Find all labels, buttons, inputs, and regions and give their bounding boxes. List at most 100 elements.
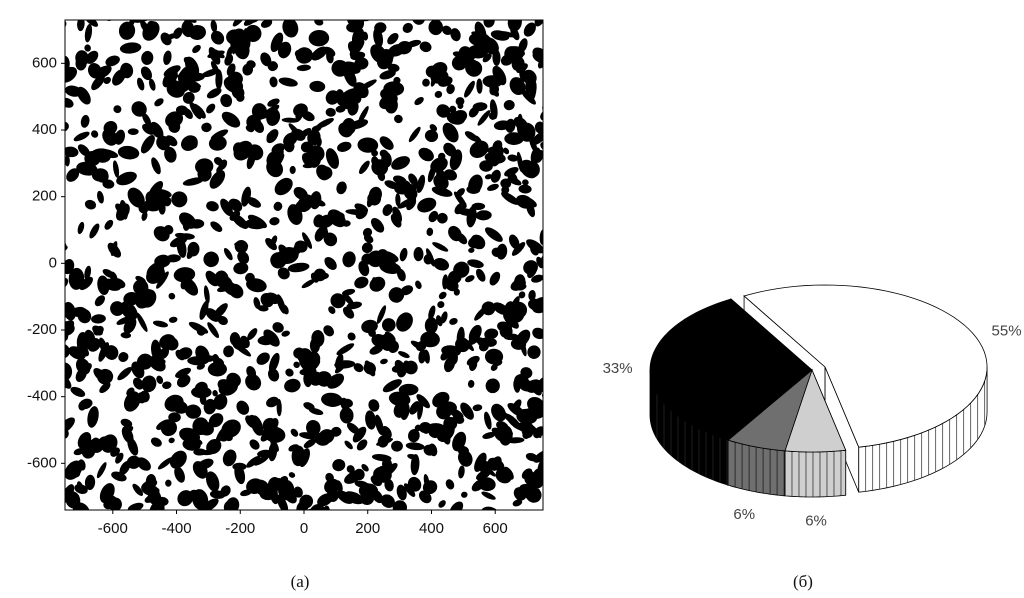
blob — [424, 128, 440, 143]
blob — [462, 79, 477, 99]
blob — [414, 280, 423, 291]
blob — [538, 107, 555, 123]
x-tick-label: 0 — [300, 520, 308, 537]
y-tick-label: -200 — [27, 321, 57, 338]
blob — [55, 276, 70, 292]
blob — [112, 160, 120, 178]
slice-label: 6% — [805, 512, 827, 529]
blob — [219, 109, 243, 131]
blob — [271, 174, 296, 198]
blob — [169, 189, 191, 211]
blob — [530, 326, 547, 342]
blob — [84, 44, 92, 53]
blob — [393, 114, 404, 125]
blob — [485, 378, 501, 394]
blob — [103, 10, 115, 22]
blob — [168, 316, 178, 324]
x-tick-label: 200 — [355, 520, 380, 537]
blob — [52, 342, 71, 360]
blob — [115, 365, 133, 382]
blob — [431, 240, 449, 253]
blob — [272, 200, 284, 212]
blob — [409, 7, 427, 27]
blob — [162, 381, 173, 390]
blob — [96, 190, 105, 204]
blob — [507, 154, 519, 162]
blob — [482, 14, 495, 29]
blob — [426, 227, 433, 236]
blob — [117, 145, 140, 161]
blob — [210, 19, 218, 32]
blob — [343, 439, 354, 450]
blob — [234, 398, 252, 417]
blob — [527, 345, 541, 360]
blob — [90, 129, 100, 139]
x-tick-label: 600 — [483, 520, 508, 537]
blob — [393, 309, 416, 334]
blob — [335, 180, 348, 195]
blob — [437, 499, 447, 509]
blob — [471, 203, 485, 210]
blob — [335, 341, 356, 357]
blob — [397, 350, 411, 360]
blob — [93, 293, 107, 308]
blob — [361, 360, 378, 378]
caption: (б) — [793, 572, 813, 591]
blob — [219, 93, 234, 109]
blob — [136, 77, 146, 92]
y-tick-label: -400 — [27, 388, 57, 405]
blob — [95, 461, 108, 479]
y-tick-label: 400 — [32, 121, 57, 138]
blob — [325, 107, 336, 117]
blob — [483, 411, 494, 430]
blob — [327, 488, 339, 502]
blob — [260, 17, 274, 29]
blob — [77, 17, 86, 32]
blob — [313, 17, 324, 26]
blob — [480, 490, 496, 502]
blob — [208, 28, 227, 47]
blob — [103, 218, 115, 231]
figure: (a) (б) -600-400-2000200400600-600-400-2… — [0, 0, 1024, 598]
blob — [59, 96, 75, 110]
blob — [205, 321, 220, 340]
blob — [87, 222, 101, 240]
blob — [518, 184, 532, 194]
blob — [290, 166, 296, 174]
blob — [148, 78, 157, 92]
blob — [72, 130, 91, 144]
blob — [135, 311, 150, 333]
blob — [322, 255, 339, 273]
blob — [331, 458, 347, 473]
y-tick-label: -600 — [27, 454, 57, 471]
blob — [308, 30, 329, 47]
slice-label: 55% — [992, 323, 1022, 340]
blob — [297, 64, 312, 71]
blob — [288, 471, 296, 479]
blob — [128, 128, 139, 135]
blob — [162, 50, 173, 66]
blob — [413, 95, 425, 107]
blob — [204, 102, 217, 115]
blob — [165, 480, 172, 487]
blob — [413, 247, 423, 261]
page: {"chart_data": [ {"type": "image", "capt… — [0, 0, 1024, 598]
x-tick-label: 400 — [419, 520, 444, 537]
blob — [401, 21, 415, 35]
blob — [127, 501, 145, 514]
blob — [149, 436, 163, 449]
blob — [269, 76, 278, 88]
blob — [341, 250, 357, 269]
blob — [278, 76, 299, 88]
blob — [428, 19, 443, 35]
blob — [76, 221, 85, 235]
blob — [223, 345, 235, 358]
blob — [140, 50, 154, 66]
blob — [84, 23, 93, 42]
blob — [208, 134, 228, 152]
blob — [476, 78, 483, 93]
blob — [80, 114, 91, 128]
blob — [407, 125, 422, 143]
blob — [112, 104, 122, 114]
blob — [448, 317, 459, 326]
